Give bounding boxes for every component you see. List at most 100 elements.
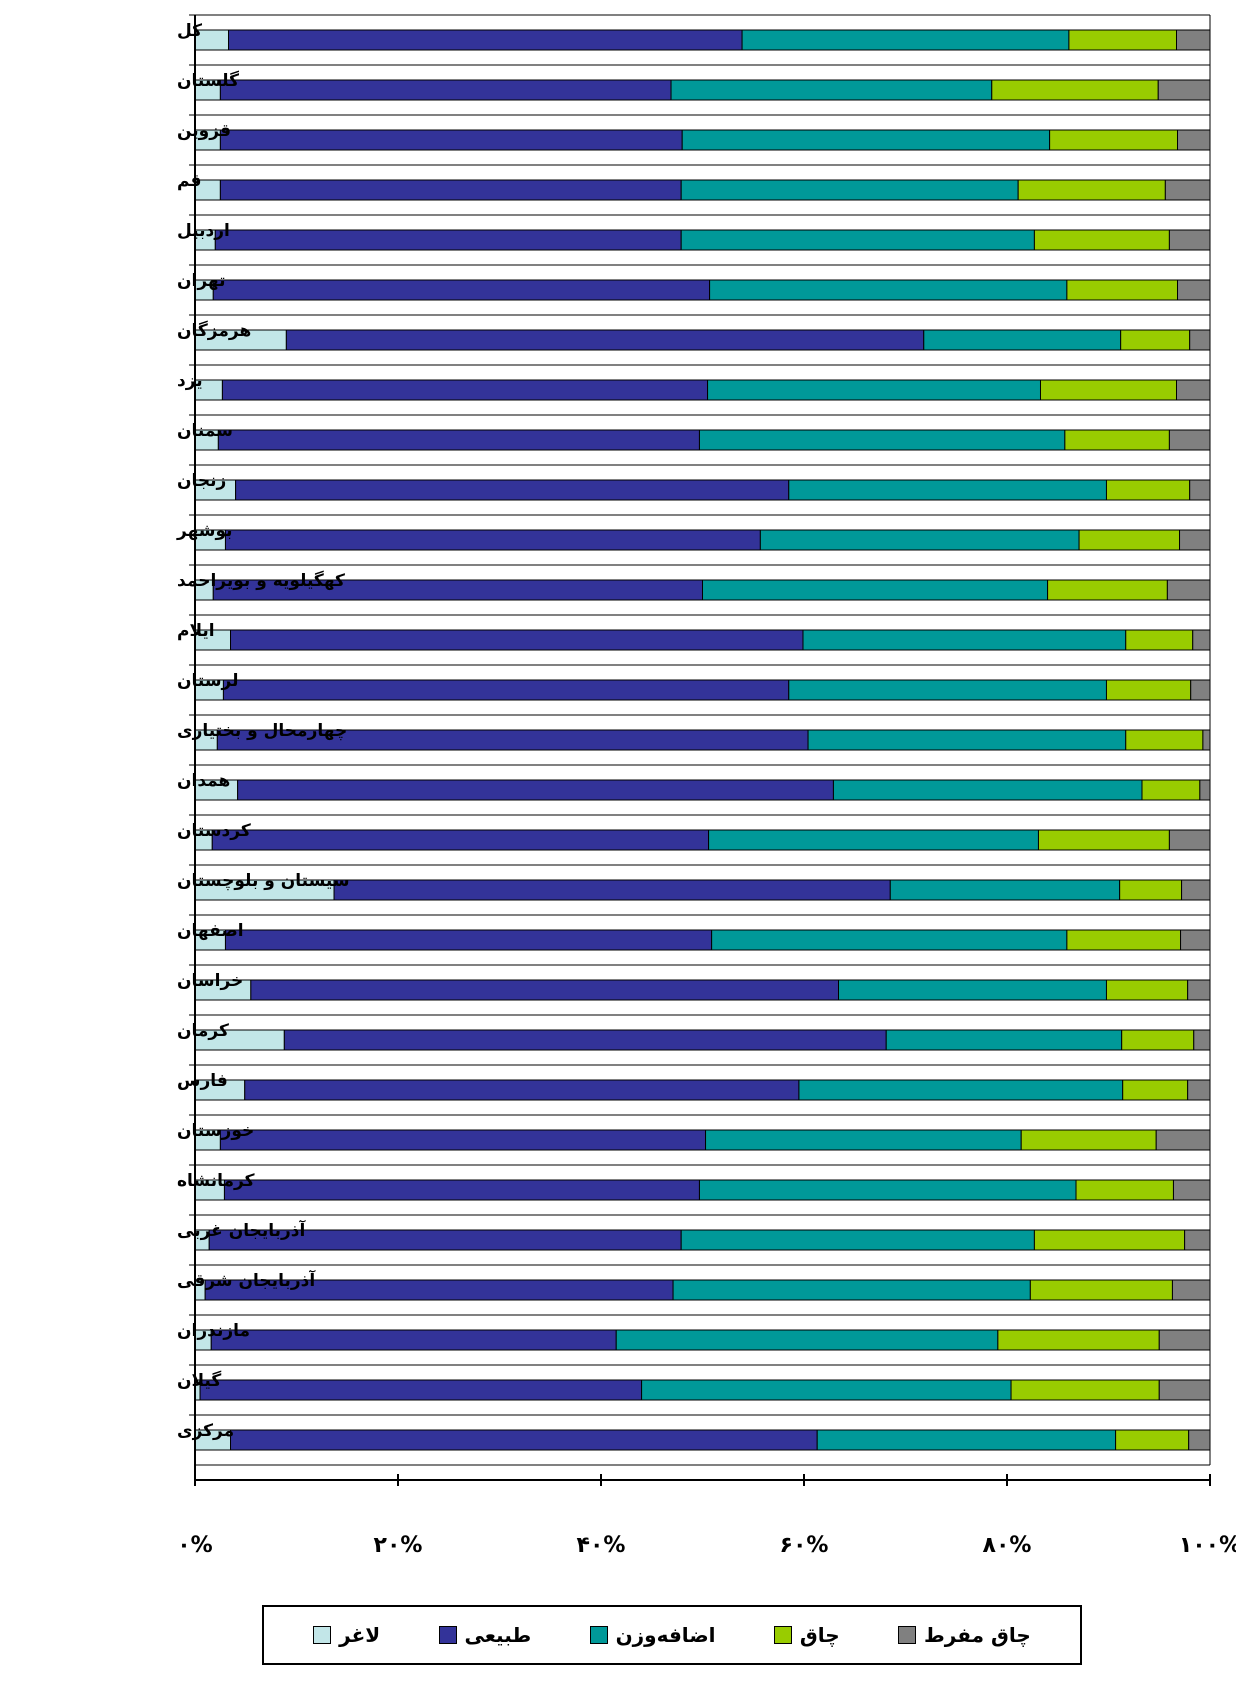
legend-label: اضافه‌وزن bbox=[615, 1623, 716, 1647]
bar-segment bbox=[237, 779, 834, 801]
bar-segment bbox=[1199, 779, 1211, 801]
category-label: خراسان bbox=[177, 971, 243, 991]
bar-segment bbox=[1066, 929, 1182, 951]
bar-segment bbox=[1120, 329, 1191, 351]
category-label: قم bbox=[177, 171, 201, 191]
bar-segment bbox=[1115, 1429, 1190, 1451]
bar-segment bbox=[219, 79, 672, 101]
bar-segment bbox=[1033, 229, 1170, 251]
bar-segment bbox=[1192, 629, 1211, 651]
category-label: زنجان bbox=[177, 471, 226, 491]
bar-segment bbox=[672, 1279, 1031, 1301]
bar-segment bbox=[1180, 929, 1211, 951]
bar-segment bbox=[1068, 29, 1178, 51]
bar-segment bbox=[217, 429, 700, 451]
bar-segment bbox=[1179, 529, 1211, 551]
bar-segment bbox=[707, 379, 1041, 401]
bar-segment bbox=[285, 329, 925, 351]
bar-segment bbox=[1122, 1079, 1189, 1101]
bar-segment bbox=[214, 229, 682, 251]
bar-segment bbox=[1039, 379, 1178, 401]
bar-segment bbox=[1020, 1129, 1157, 1151]
bar-segment bbox=[230, 629, 804, 651]
bar-segment bbox=[1047, 579, 1168, 601]
category-label: گلستان bbox=[177, 70, 239, 91]
x-tick-label: ۰% bbox=[177, 1533, 212, 1558]
bar-segment bbox=[1141, 779, 1201, 801]
bar-segment bbox=[1125, 629, 1194, 651]
bar-segment bbox=[1066, 279, 1179, 301]
bar-segment bbox=[802, 629, 1127, 651]
bar-segment bbox=[1168, 829, 1211, 851]
bar-segment bbox=[1181, 879, 1211, 901]
legend-label: لاغر bbox=[339, 1623, 381, 1647]
bar-segment bbox=[670, 79, 993, 101]
category-label: یزد bbox=[177, 371, 203, 391]
category-label: همدان bbox=[177, 771, 230, 791]
bar-segment bbox=[244, 1079, 800, 1101]
bar-segment bbox=[1168, 229, 1211, 251]
bar-segment bbox=[1033, 1229, 1186, 1251]
category-label: چهارمحال و بختیاری bbox=[177, 721, 347, 741]
legend-swatch bbox=[773, 1626, 792, 1644]
bar-segment bbox=[1157, 79, 1211, 101]
bar-segment bbox=[1187, 979, 1211, 1001]
bar-segment bbox=[1177, 279, 1211, 301]
bar-segment bbox=[807, 729, 1127, 751]
bar-segment bbox=[816, 1429, 1117, 1451]
legend-item-series-0: لاغر bbox=[313, 1623, 380, 1647]
bar-segment bbox=[1029, 1279, 1173, 1301]
x-tick-label: ۶۰% bbox=[780, 1533, 829, 1558]
bar-segment bbox=[250, 979, 840, 1001]
bar-segment bbox=[680, 229, 1035, 251]
category-label: آذربایجان شرقی bbox=[177, 1269, 316, 1291]
legend-item-series-4: چاق مفرط bbox=[898, 1623, 1031, 1647]
bar-segment bbox=[1105, 679, 1192, 701]
bar-segment bbox=[759, 529, 1080, 551]
bar-segment bbox=[283, 1029, 887, 1051]
category-label: کرمان bbox=[177, 1021, 229, 1041]
legend-swatch bbox=[589, 1626, 608, 1644]
bar-segment bbox=[1177, 129, 1211, 151]
category-label: تهران bbox=[177, 271, 226, 291]
bar-segment bbox=[1075, 1179, 1174, 1201]
bar-segment bbox=[991, 79, 1159, 101]
legend-label: طبیعی bbox=[464, 1623, 532, 1647]
category-label: کهگیلویه و بویراحمد bbox=[177, 570, 345, 591]
bar-segment bbox=[615, 1329, 999, 1351]
bar-segment bbox=[1125, 729, 1204, 751]
bar-segment bbox=[788, 679, 1107, 701]
legend-item-series-1: طبیعی bbox=[438, 1623, 532, 1647]
bar-segment bbox=[1164, 179, 1211, 201]
bar-segment bbox=[1187, 1079, 1211, 1101]
bar-segment bbox=[1193, 1029, 1211, 1051]
bar-segment bbox=[1049, 129, 1179, 151]
bar-segment bbox=[832, 779, 1143, 801]
bar-segment bbox=[1190, 679, 1211, 701]
bar-segment bbox=[224, 529, 761, 551]
category-label: اصفهان bbox=[177, 921, 244, 941]
bar-segment bbox=[223, 1179, 700, 1201]
bar-segment bbox=[997, 1329, 1160, 1351]
bar-segment bbox=[1158, 1329, 1211, 1351]
bar-segment bbox=[219, 129, 683, 151]
bar-segment bbox=[1171, 1279, 1211, 1301]
bar-segment bbox=[1010, 1379, 1160, 1401]
legend-swatch bbox=[898, 1626, 916, 1644]
legend-item-series-2: اضافه‌وزن bbox=[589, 1623, 716, 1647]
bar-segment bbox=[1176, 29, 1211, 51]
bar-segment bbox=[199, 1379, 643, 1401]
category-label: لرستان bbox=[177, 671, 239, 691]
bar-segment bbox=[1119, 879, 1183, 901]
bar-segment bbox=[798, 1079, 1124, 1101]
bar-segment bbox=[221, 379, 709, 401]
bar-segment bbox=[1202, 729, 1211, 751]
bar-segment bbox=[1168, 429, 1211, 451]
bar-segment bbox=[708, 829, 1039, 851]
category-label: آذربایجان غربی bbox=[177, 1219, 306, 1241]
bar-segment bbox=[1064, 429, 1170, 451]
bar-segment bbox=[1105, 979, 1189, 1001]
bar-segment bbox=[1188, 1429, 1211, 1451]
category-label: سیستان و بلوچستان bbox=[177, 871, 350, 891]
